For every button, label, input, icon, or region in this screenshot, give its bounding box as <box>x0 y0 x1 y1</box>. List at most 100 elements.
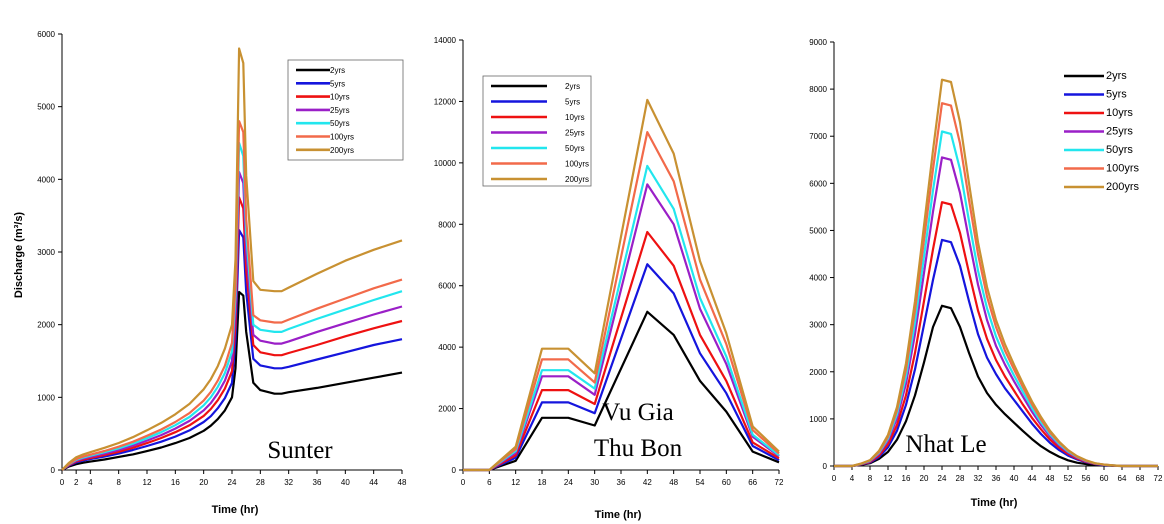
y-tick-label: 14000 <box>434 36 457 45</box>
y-tick-label: 0 <box>452 466 457 475</box>
x-tick-label: 16 <box>171 478 180 487</box>
y-tick-label: 2000 <box>37 321 55 330</box>
y-tick-label: 0 <box>823 462 828 471</box>
series-line-2yrs <box>834 304 1158 468</box>
legend-label-200yrs: 200yrs <box>330 146 354 155</box>
x-tick-label: 68 <box>1136 474 1145 483</box>
x-tick-label: 4 <box>850 474 855 483</box>
x-tick-label: 12 <box>511 478 520 487</box>
x-tick-label: 48 <box>669 478 678 487</box>
x-tick-label: 48 <box>1046 474 1055 483</box>
x-tick-label: 32 <box>974 474 983 483</box>
x-axis-label: Time (hr) <box>212 504 259 516</box>
x-tick-label: 32 <box>284 478 293 487</box>
x-axis-label: Time (hr) <box>595 509 642 521</box>
chart-nhat-le: 0 1000 2000 3000 4000 5000 6000 7000 8000 9000 0 4 8… <box>790 0 1164 524</box>
y-tick-label: 0 <box>51 466 56 475</box>
x-tick-label: 18 <box>538 478 547 487</box>
x-tick-label: 8 <box>116 478 121 487</box>
chart-sunter: 0 1000 2000 3000 4000 5000 6000 0 2 4 8 12 16 20 24 28 3… <box>0 0 415 524</box>
legend-label-10yrs: 10yrs <box>565 113 585 122</box>
series-line-25yrs <box>61 171 403 471</box>
y-tick-label: 5000 <box>37 103 55 112</box>
legend-label-100yrs: 100yrs <box>330 133 354 142</box>
y-tick-label: 1000 <box>809 415 827 424</box>
x-tick-label: 36 <box>313 478 322 487</box>
y-tick-label: 12000 <box>434 97 457 106</box>
x-tick-label: 28 <box>256 478 265 487</box>
x-tick-label: 60 <box>722 478 731 487</box>
legend-label-5yrs: 5yrs <box>565 98 580 107</box>
x-tick-label: 36 <box>617 478 626 487</box>
y-tick-label: 7000 <box>809 132 827 141</box>
x-tick-label: 36 <box>992 474 1001 483</box>
x-tick-label: 24 <box>938 474 947 483</box>
x-tick-label: 12 <box>884 474 893 483</box>
series-line-25yrs <box>834 156 1158 468</box>
series-line-50yrs <box>61 141 403 471</box>
x-tick-label: 56 <box>1082 474 1091 483</box>
y-tick-label: 8000 <box>809 85 827 94</box>
x-tick-label: 48 <box>398 478 407 487</box>
series-line-200yrs <box>61 47 403 471</box>
y-tick-label: 6000 <box>809 179 827 188</box>
x-tick-label: 54 <box>696 478 705 487</box>
x-axis-label: Time (hr) <box>971 497 1018 509</box>
x-tick-label: 40 <box>341 478 350 487</box>
basin-name-label: Thu Bon <box>594 435 683 462</box>
y-tick-label: 6000 <box>438 282 456 291</box>
y-tick-label: 2000 <box>809 368 827 377</box>
x-tick-label: 60 <box>1100 474 1109 483</box>
legend-label-2yrs: 2yrs <box>1106 70 1127 82</box>
x-tick-label: 0 <box>60 478 65 487</box>
series-line-2yrs <box>61 290 403 471</box>
legend: 2yrs 5yrs 10yrs 25yrs 50yrs 100yrs 200yrs <box>482 75 592 187</box>
chart-vu-gia-thu-bon: 0 2000 4000 6000 8000 10000 12000 14000 0 6 12 18 24… <box>415 0 790 524</box>
series-line-200yrs <box>463 98 780 472</box>
series-line-50yrs <box>463 164 780 472</box>
y-tick-label: 3000 <box>809 321 827 330</box>
legend-label-2yrs: 2yrs <box>565 82 580 91</box>
x-tick-label: 28 <box>956 474 965 483</box>
basin-name-label: Sunter <box>267 437 333 464</box>
series-line-5yrs <box>463 263 780 472</box>
series-line-5yrs <box>834 238 1158 468</box>
x-tick-label: 2 <box>74 478 79 487</box>
x-tick-label: 72 <box>1154 474 1163 483</box>
x-tick-label: 20 <box>199 478 208 487</box>
x-tick-label: 0 <box>461 478 466 487</box>
series-line-10yrs <box>463 230 780 472</box>
basin-name-label: Vu Gia <box>602 399 673 426</box>
legend-label-25yrs: 25yrs <box>330 106 350 115</box>
legend-frame <box>482 75 592 187</box>
legend-label-100yrs: 100yrs <box>1106 163 1140 175</box>
legend-label-25yrs: 25yrs <box>1106 126 1133 138</box>
series-line-100yrs <box>463 131 780 472</box>
x-tick-label: 12 <box>143 478 152 487</box>
legend-label-10yrs: 10yrs <box>330 93 350 102</box>
x-tick-label: 0 <box>832 474 837 483</box>
legend-label-50yrs: 50yrs <box>330 119 350 128</box>
series-line-2yrs <box>463 310 780 472</box>
y-tick-label: 3000 <box>37 248 55 257</box>
series-line-25yrs <box>463 183 780 472</box>
x-tick-label: 8 <box>868 474 873 483</box>
x-tick-label: 64 <box>1118 474 1127 483</box>
y-axis-label: Discharge (m³/s) <box>13 212 25 299</box>
x-tick-label: 20 <box>920 474 929 483</box>
x-tick-label: 6 <box>487 478 492 487</box>
legend: 2yrs 5yrs 10yrs 25yrs 50yrs 100yrs 200yrs <box>287 59 404 161</box>
y-tick-label: 5000 <box>809 226 827 235</box>
legend-label-50yrs: 50yrs <box>565 144 585 153</box>
y-tick-label: 8000 <box>438 220 456 229</box>
x-tick-label: 42 <box>643 478 652 487</box>
y-tick-label: 4000 <box>37 175 55 184</box>
x-tick-label: 30 <box>590 478 599 487</box>
legend-label-200yrs: 200yrs <box>1106 181 1140 193</box>
x-tick-label: 44 <box>369 478 378 487</box>
series-line-5yrs <box>61 229 403 471</box>
legend-label-5yrs: 5yrs <box>1106 89 1127 101</box>
series-line-100yrs <box>834 102 1158 468</box>
